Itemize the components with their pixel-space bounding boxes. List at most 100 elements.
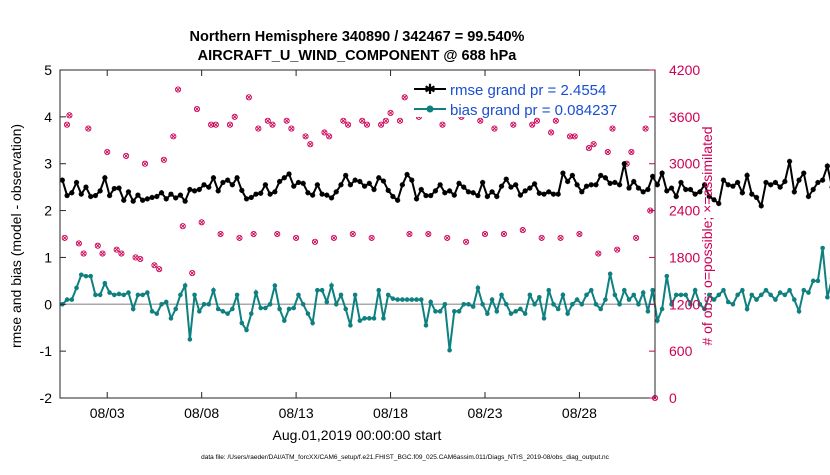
rmse-point	[603, 175, 608, 180]
rmse-point	[371, 187, 376, 192]
bias-point	[556, 307, 561, 312]
rmse-point	[263, 182, 268, 187]
rmse-point	[730, 184, 735, 189]
rmse-point	[749, 192, 754, 197]
obs-assimilated-point	[237, 236, 241, 240]
bias-point	[532, 302, 537, 307]
rmse-point	[433, 188, 438, 193]
bias-point	[660, 307, 665, 312]
obs-assimilated-point	[304, 134, 308, 138]
obs-assimilated-point	[294, 236, 298, 240]
rmse-point	[570, 173, 575, 178]
bias-point	[140, 293, 145, 298]
obs-assimilated-point	[611, 127, 615, 131]
rmse-point	[801, 170, 806, 175]
bias-point	[419, 297, 424, 302]
bias-point	[721, 288, 726, 293]
rmse-point	[485, 194, 490, 199]
rmse-point	[825, 163, 830, 168]
rmse-point	[480, 180, 485, 185]
rmse-point	[782, 179, 787, 184]
bias-point	[192, 293, 197, 298]
rmse-point	[438, 182, 443, 187]
x-tick-label: 08/18	[373, 405, 408, 421]
obs-assimilated-point	[63, 236, 67, 240]
bias-point	[443, 302, 448, 307]
y-right-tick-label: 1200	[669, 296, 700, 312]
obs-assimilated-point	[65, 123, 69, 127]
bias-point	[575, 297, 580, 302]
rmse-point	[268, 192, 273, 197]
rmse-point	[608, 181, 613, 186]
bias-point	[348, 323, 353, 328]
bias-point	[381, 316, 386, 321]
bias-point	[164, 300, 169, 305]
rmse-point	[579, 189, 584, 194]
rmse-point	[532, 181, 537, 186]
rmse-point	[541, 192, 546, 197]
rmse-point	[135, 193, 140, 198]
rmse-point	[164, 196, 169, 201]
bias-point	[315, 288, 320, 293]
obs-assimilated-point	[252, 232, 256, 236]
bias-point	[438, 309, 443, 314]
obs-assimilated-point	[559, 236, 563, 240]
bias-point	[277, 307, 282, 312]
obs-assimilated-point	[521, 228, 525, 232]
rmse-point	[593, 182, 598, 187]
rmse-point	[787, 159, 792, 164]
bias-point	[159, 302, 164, 307]
bias-point	[499, 293, 504, 298]
obs-assimilated-point	[577, 232, 581, 236]
obs-assimilated-point	[115, 248, 119, 252]
x-tick-label: 08/13	[279, 405, 314, 421]
rmse-point	[452, 193, 457, 198]
bias-point	[150, 309, 155, 314]
obs-assimilated-point	[219, 232, 223, 236]
bias-point	[339, 293, 344, 298]
rmse-point	[523, 188, 528, 193]
obs-assimilated-point	[384, 119, 388, 123]
rmse-point	[622, 161, 627, 166]
rmse-point	[376, 175, 381, 180]
rmse-point	[249, 195, 254, 200]
bias-point	[485, 311, 490, 316]
rmse-point	[154, 194, 159, 199]
bias-point	[273, 283, 278, 288]
bias-point	[225, 311, 230, 316]
bias-point	[650, 288, 655, 293]
bias-point	[169, 316, 174, 321]
y-left-tick-label: -2	[40, 390, 53, 406]
rmse-point	[792, 189, 797, 194]
obs-assimilated-point	[96, 244, 100, 248]
rmse-point	[230, 182, 235, 187]
obs-assimilated-point	[464, 240, 468, 244]
obs-assimilated-point	[615, 248, 619, 252]
obs-assimilated-point	[398, 119, 402, 123]
bias-point	[447, 348, 452, 353]
obs-assimilated-point	[67, 113, 71, 117]
bias-point	[103, 281, 108, 286]
bias-point	[622, 288, 627, 293]
bias-point	[325, 300, 330, 305]
rmse-point	[159, 190, 164, 195]
rmse-point	[820, 178, 825, 183]
bias-point	[301, 302, 306, 307]
bias-point	[627, 297, 632, 302]
rmse-point	[796, 178, 801, 183]
rmse-point	[353, 178, 358, 183]
bias-point	[820, 246, 825, 251]
chart-title-line1: Northern Hemisphere 340890 / 342467 = 99…	[190, 29, 525, 45]
bias-point	[249, 311, 254, 316]
bias-point	[391, 296, 396, 301]
bias-point	[244, 328, 249, 333]
rmse-point	[121, 198, 126, 203]
bias-point	[452, 309, 457, 314]
bias-point	[353, 293, 358, 298]
bias-point	[754, 297, 759, 302]
obs-assimilated-point	[134, 255, 138, 259]
rmse-point	[674, 194, 679, 199]
rmse-point	[626, 185, 631, 190]
rmse-point	[145, 196, 150, 201]
obs-assimilated-point	[445, 236, 449, 240]
